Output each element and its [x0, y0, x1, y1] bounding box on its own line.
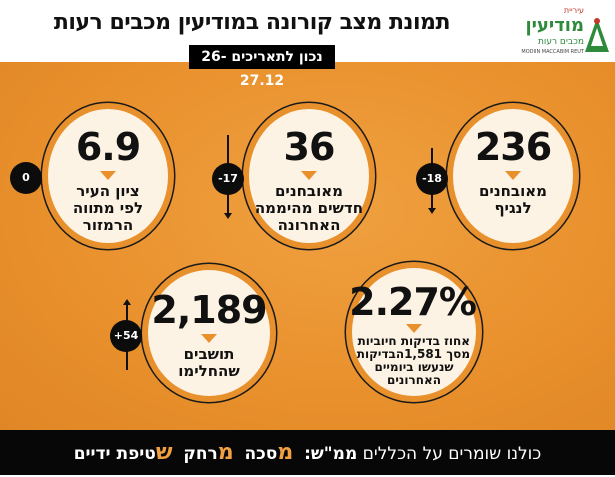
- stat-label: מאובחנים: [274, 182, 344, 200]
- footer-word: רחק: [183, 444, 218, 464]
- change-badge: -17: [212, 163, 244, 195]
- logo-text: עיריית: [563, 6, 584, 15]
- stat-value: 2.27%: [349, 280, 477, 324]
- stat-new-diagnosed: 36 מאובחנים חדשים מהיממה האחרונה: [243, 103, 375, 249]
- stat-label: לנגיף: [494, 199, 532, 217]
- stat-label: שנעשו ביומיים: [374, 360, 454, 374]
- stat-value: 6.9: [75, 125, 141, 169]
- triangle-down-icon: [406, 324, 422, 333]
- stat-value: 2,189: [151, 288, 267, 332]
- footer-word: טיפת ידיים: [73, 444, 156, 464]
- date-badge: נכון לתאריכים 26-27.12: [189, 45, 335, 89]
- footer-acronym: ממ"ש:: [304, 444, 358, 464]
- page-title: תמונת מצב קורונה במודיעין מכבים רעות: [53, 10, 451, 35]
- triangle-down-icon: [201, 334, 217, 343]
- stat-value: 36: [283, 125, 336, 169]
- triangle-down-icon: [505, 171, 521, 180]
- triangle-down-icon: [301, 171, 317, 180]
- stat-label: אחוז בדיקות חיוביות: [357, 334, 470, 348]
- change-badge: -18: [416, 163, 448, 195]
- city-logo: עיריית מודיעין מכבים רעות MODIIN MACCABI…: [510, 6, 610, 58]
- footer-letter: מ: [217, 440, 234, 465]
- stat-label: ציון העיר: [76, 182, 140, 200]
- stat-label: מסך 1,581הבדיקות: [356, 347, 470, 361]
- stat-label: האחרונה: [277, 216, 341, 234]
- arrow-head-icon: [428, 208, 436, 214]
- stat-diagnosed: 236 מאובחנים לנגיף: [447, 103, 579, 249]
- stat-label: תושבים: [183, 345, 235, 363]
- stat-recovered: 2,189 תושבים שהחלימו: [142, 264, 276, 402]
- stat-value: 236: [474, 125, 552, 169]
- stat-label: חדשים מהיממה: [254, 199, 363, 217]
- footer-intro: כולנו שומרים על הכללים: [362, 444, 542, 464]
- change-badge: +54: [110, 320, 142, 352]
- triangle-down-icon: [100, 171, 116, 180]
- stat-label: מאובחנים: [478, 182, 548, 200]
- logo-emblem-icon: [585, 18, 609, 52]
- footer-letter: ש: [155, 440, 173, 465]
- stat-city-score: 6.9 ציון העיר לפי מתווה הרמזור: [42, 103, 174, 249]
- stat-label: האחרונים: [387, 373, 441, 387]
- stat-label: שהחלימו: [178, 362, 240, 380]
- rules-banner: כולנו שומרים על הכללים ממ"ש: מסכה מרחק ש…: [0, 430, 615, 475]
- logo-text: MODIIN MACCABIM REUT: [521, 49, 584, 55]
- stat-label: הרמזור: [82, 216, 134, 234]
- footer-word: סכה: [244, 444, 278, 464]
- arrow-head-icon: [224, 213, 232, 219]
- stat-positive-rate: 2.27% אחוז בדיקות חיוביות מסך 1,581הבדיק…: [346, 262, 482, 402]
- stat-label: לפי מתווה: [72, 199, 144, 217]
- logo-text: מכבים רעות: [537, 37, 584, 47]
- change-badge: 0: [10, 162, 42, 194]
- logo-text: מודיעין: [525, 15, 584, 36]
- footer-letter: מ: [277, 440, 294, 465]
- arrow-head-icon: [123, 299, 131, 305]
